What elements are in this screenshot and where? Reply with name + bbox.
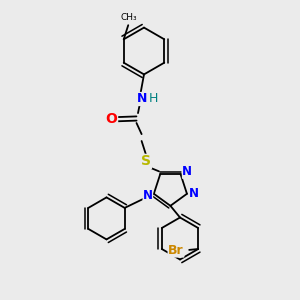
Text: N: N (182, 165, 192, 178)
Text: S: S (141, 154, 152, 168)
Text: Br: Br (168, 244, 184, 257)
Text: N: N (143, 189, 153, 202)
Text: O: O (106, 112, 118, 126)
Text: H: H (148, 92, 158, 106)
Text: N: N (136, 92, 147, 106)
Text: N: N (188, 187, 199, 200)
Text: CH₃: CH₃ (121, 13, 137, 22)
